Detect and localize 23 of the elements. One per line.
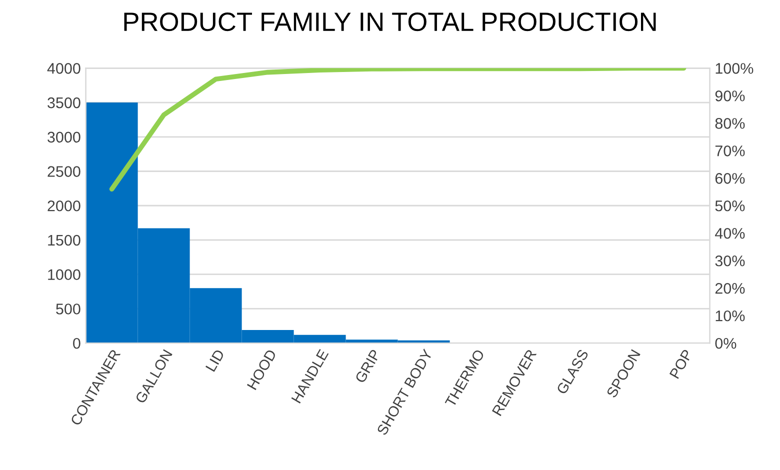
y-tick-label: 500	[56, 304, 80, 314]
y2-tick-label: 100%	[716, 63, 754, 74]
y2-tick-label: 90%	[715, 90, 745, 102]
y-tick-label: 3000	[48, 132, 80, 143]
y2-tick-label: 40%	[715, 228, 745, 239]
y2-tick-label: 60%	[715, 173, 745, 184]
line-series	[109, 68, 686, 192]
y-tick-label: 3500	[48, 97, 80, 108]
y2-tick-label: 10%	[716, 310, 745, 322]
y-tick-label: 2000	[48, 200, 80, 212]
y2-tick-label: 50%	[715, 200, 745, 212]
y-tick-label: 2500	[48, 166, 80, 177]
y2-tick-label: 20%	[715, 282, 745, 294]
y-tick-label: 1000	[48, 269, 80, 280]
y-tick-label: 1500	[48, 234, 80, 246]
chart-title: PRODUCT FAMILY IN TOTAL PRODUCTION	[124, 12, 656, 32]
y-tick-label: 0	[73, 338, 80, 349]
y2-tick-label: 0%	[715, 338, 736, 349]
y-tick-label: 4000	[47, 63, 80, 74]
y2-tick-label: 80%	[715, 118, 745, 129]
y2-tick-label: 30%	[715, 255, 745, 266]
y2-tick-label: 70%	[715, 146, 745, 156]
x-tick-label: LID	[206, 348, 225, 372]
